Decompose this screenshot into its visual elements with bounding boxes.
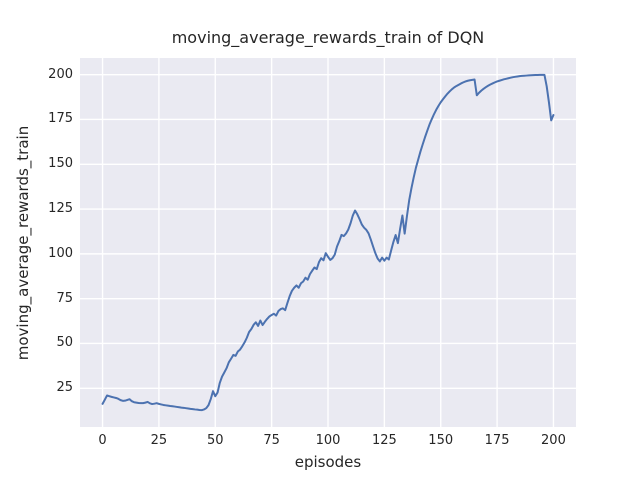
chart-title: moving_average_rewards_train of DQN [171, 28, 485, 47]
x-axis-label: episodes [294, 453, 362, 471]
x-tick-label: 100 [315, 433, 341, 448]
data-line [101, 73, 555, 412]
x-tick-label: 25 [150, 433, 168, 448]
y-tick-label: 50 [56, 335, 73, 351]
x-tick-label: 150 [428, 433, 454, 448]
y-tick-label: 25 [56, 380, 73, 396]
y-tick-label: 175 [48, 111, 73, 127]
x-tick-label: 200 [541, 433, 566, 448]
y-tick-label: 75 [56, 290, 73, 306]
y-tick-label: 125 [48, 201, 73, 217]
x-tick-label: 175 [484, 433, 510, 448]
plot-area [80, 58, 576, 427]
y-tick-label: 200 [48, 66, 73, 82]
line-chart-svg [80, 58, 576, 427]
x-tick-label: 75 [263, 433, 280, 448]
y-tick-label: 150 [48, 156, 73, 172]
x-tick-label: 50 [206, 433, 224, 448]
x-tick-label: 0 [98, 433, 107, 448]
y-tick-label: 100 [48, 245, 73, 261]
x-tick-label: 125 [371, 433, 397, 448]
